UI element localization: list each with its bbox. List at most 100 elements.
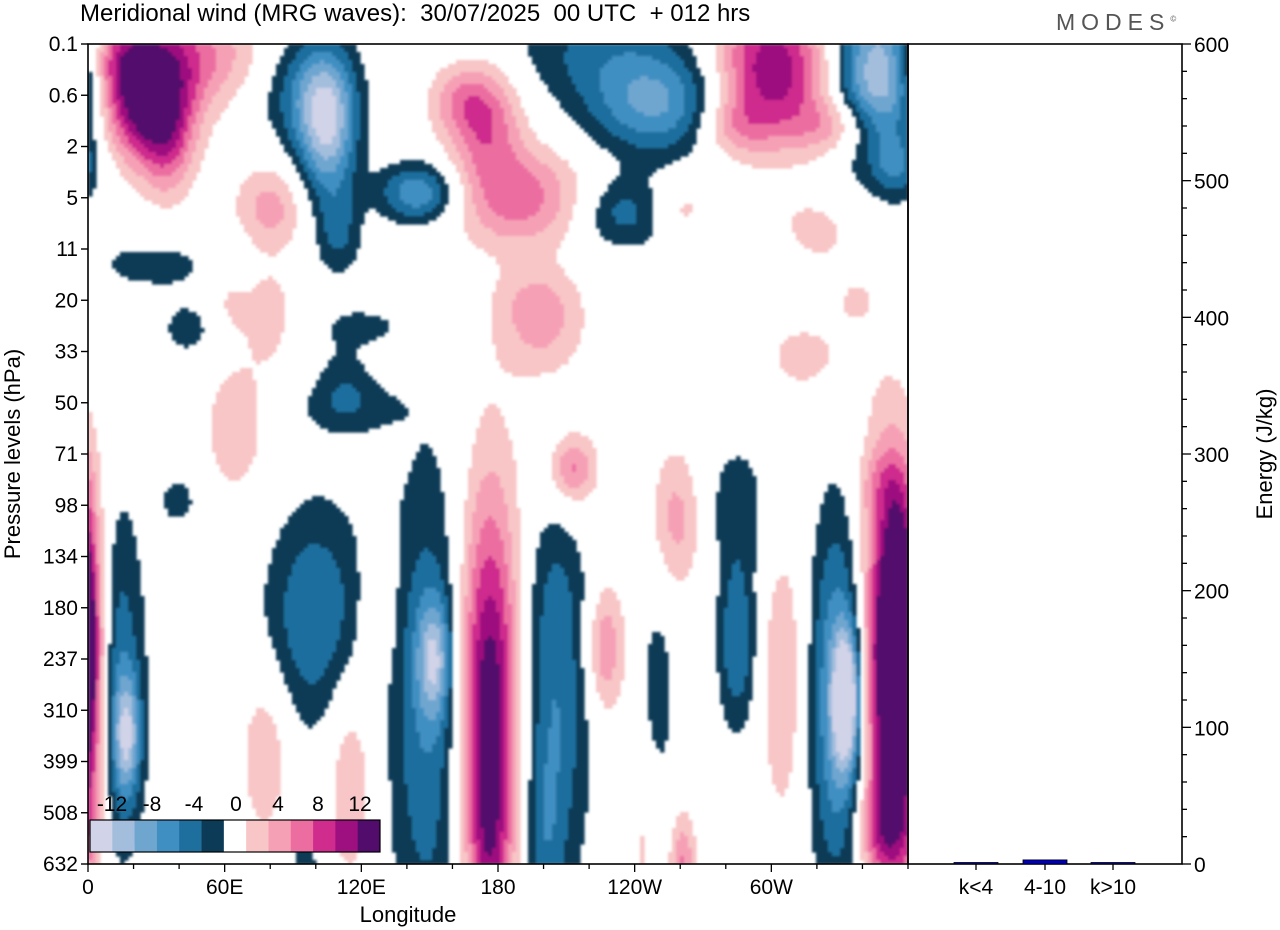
heatmap-cell bbox=[140, 664, 149, 669]
heatmap-cell bbox=[256, 216, 285, 221]
heatmap-cell bbox=[476, 684, 481, 689]
heatmap-cell bbox=[120, 136, 129, 141]
heatmap-cell bbox=[176, 156, 185, 161]
heatmap-cell bbox=[336, 84, 345, 89]
heatmap-cell bbox=[312, 208, 321, 213]
heatmap-cell bbox=[360, 132, 369, 137]
heatmap-cell bbox=[560, 188, 577, 193]
heatmap-cell bbox=[496, 284, 529, 289]
heatmap-cell bbox=[520, 336, 557, 341]
heatmap-cell bbox=[728, 72, 737, 77]
heatmap-cell bbox=[812, 636, 817, 641]
heatmap-cell bbox=[348, 132, 353, 137]
heatmap-cell bbox=[88, 756, 93, 761]
heatmap-cell bbox=[864, 120, 873, 125]
heatmap-cell bbox=[844, 56, 853, 61]
heatmap-cell bbox=[824, 568, 849, 573]
heatmap-cell bbox=[480, 668, 501, 673]
heatmap-cell bbox=[844, 96, 849, 101]
heatmap-cell bbox=[144, 728, 149, 733]
heatmap-cell bbox=[880, 144, 901, 149]
heatmap-cell bbox=[900, 56, 905, 61]
heatmap-cell bbox=[308, 404, 333, 409]
heatmap-cell bbox=[136, 716, 141, 721]
heatmap-cell bbox=[636, 108, 669, 113]
heatmap-cell bbox=[600, 144, 637, 149]
heatmap-cell bbox=[864, 600, 869, 605]
heatmap-cell bbox=[432, 188, 441, 193]
heatmap-cell bbox=[500, 668, 505, 673]
heatmap-cell bbox=[88, 508, 93, 513]
heatmap-cell bbox=[880, 148, 905, 153]
heatmap-cell bbox=[844, 640, 849, 645]
heatmap-cell bbox=[872, 640, 877, 645]
heatmap-cell bbox=[476, 600, 485, 605]
heatmap-cell bbox=[468, 180, 481, 185]
heatmap-cell bbox=[448, 668, 453, 673]
heatmap-cell bbox=[468, 648, 473, 653]
heatmap-cell bbox=[168, 188, 189, 193]
heatmap-cell bbox=[556, 444, 593, 449]
heatmap-cell bbox=[692, 80, 705, 85]
heatmap-cell bbox=[388, 744, 405, 749]
heatmap-cell bbox=[168, 324, 201, 329]
heatmap-cell bbox=[816, 684, 821, 689]
heatmap-cell bbox=[500, 528, 509, 533]
heatmap-cell bbox=[852, 608, 857, 613]
heatmap-cell bbox=[852, 672, 857, 677]
heatmap-cell bbox=[720, 584, 729, 589]
heatmap-cell bbox=[504, 608, 513, 613]
heatmap-cell bbox=[88, 180, 97, 185]
heatmap-cell bbox=[608, 104, 633, 109]
heatmap-cell bbox=[508, 744, 513, 749]
heatmap-cell bbox=[340, 160, 349, 165]
heatmap-cell bbox=[220, 468, 249, 473]
heatmap-cell bbox=[864, 572, 869, 577]
heatmap-cell bbox=[560, 728, 577, 733]
heatmap-cell bbox=[768, 136, 829, 141]
heatmap-cell bbox=[532, 744, 537, 749]
heatmap-cell bbox=[272, 644, 289, 649]
heatmap-cell bbox=[868, 564, 873, 569]
logo-text: MODES bbox=[1056, 9, 1171, 35]
heatmap-cell bbox=[460, 596, 465, 601]
heatmap-cell bbox=[388, 760, 405, 765]
heatmap-cell bbox=[388, 772, 405, 777]
heatmap-cell bbox=[816, 528, 849, 533]
heatmap-cell bbox=[716, 64, 725, 69]
heatmap-cell bbox=[648, 692, 669, 697]
heatmap-cell bbox=[620, 136, 681, 141]
heatmap-cell bbox=[512, 544, 521, 549]
heatmap-cell bbox=[100, 756, 105, 761]
heatmap-cell bbox=[516, 736, 521, 741]
heatmap-cell bbox=[100, 84, 105, 89]
heatmap-cell bbox=[772, 616, 793, 621]
heatmap-cell bbox=[464, 728, 469, 733]
heatmap-cell bbox=[268, 96, 281, 101]
heatmap-cell bbox=[312, 52, 333, 57]
heatmap-cell bbox=[256, 284, 281, 289]
heatmap-cell bbox=[680, 76, 693, 81]
heatmap-cell bbox=[868, 544, 873, 549]
heatmap-cell bbox=[732, 568, 741, 573]
heatmap-cell bbox=[884, 544, 908, 549]
heatmap-cell bbox=[212, 72, 229, 77]
heatmap-cell bbox=[560, 296, 581, 301]
heatmap-cell bbox=[420, 680, 425, 685]
heatmap-cell bbox=[404, 744, 421, 749]
heatmap-cell bbox=[560, 196, 577, 201]
heatmap-cell bbox=[472, 152, 517, 157]
heatmap-cell bbox=[604, 124, 629, 129]
heatmap-cell bbox=[216, 56, 237, 61]
heatmap-cell bbox=[876, 560, 881, 565]
heatmap-cell bbox=[328, 428, 369, 433]
heatmap-cell bbox=[884, 376, 893, 381]
heatmap-cell bbox=[132, 612, 145, 617]
heatmap-cell bbox=[216, 396, 257, 401]
heatmap-cell bbox=[504, 756, 509, 761]
heatmap-cell bbox=[176, 340, 197, 345]
heatmap-cell bbox=[668, 100, 685, 105]
heatmap-cell bbox=[344, 64, 353, 69]
heatmap-cell bbox=[812, 628, 817, 633]
heatmap-cell bbox=[296, 164, 305, 169]
